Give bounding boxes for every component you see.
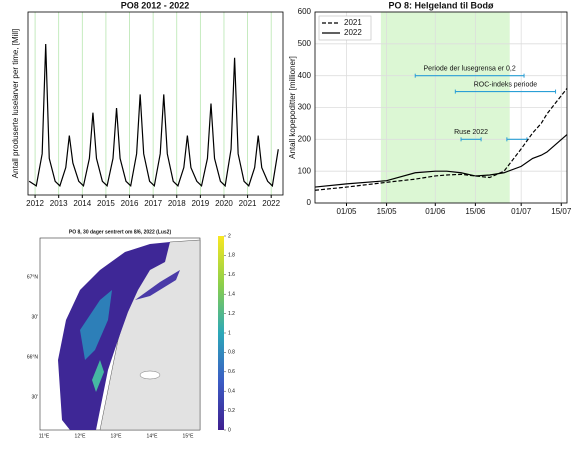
y-tick-label: 67°N [27,274,39,280]
x-tick-label: 2019 [191,199,209,208]
y-tick-label: 200 [298,134,312,143]
colorbar-tick-label: 0 [228,427,231,433]
x-tick-label: 01/07 [511,207,532,216]
annotation: Ruse 2022 [454,129,488,136]
colorbar-tick-label: 0.2 [228,408,235,414]
y-tick-label: 500 [298,39,312,48]
plume-high [92,360,104,392]
x-tick-label: 15/07 [551,207,572,216]
colorbar-tick-label: 2 [228,233,231,239]
annotation: Periode der lusegrensa er 0,2 [424,66,516,73]
y-tick-label: 66°N [27,354,39,360]
x-tick-label: 01/05 [336,207,357,216]
y-axis-label: Antall kopepoditter [millioner] [288,56,297,159]
x-tick-label: 2017 [144,199,162,208]
series-line [314,134,568,188]
colorbar-tick-label: 1.4 [228,292,235,298]
chart-title: PO 8, 30 dager sentrert om 8/6, 2022 (Lu… [69,229,172,235]
x-tick-label: 15/06 [465,207,486,216]
plot-frame [27,11,284,196]
x-tick-label: 15/05 [377,207,398,216]
legend-label: 2022 [344,28,362,37]
x-tick-label: 11°E [39,433,50,439]
x-tick-label: 2018 [168,199,186,208]
plume-high [80,290,112,360]
map-panel [39,236,224,431]
colorbar [218,236,224,430]
y-tick-label: 30' [31,314,38,320]
x-tick-label: 2021 [239,199,257,208]
plume [58,242,170,430]
legend-box [318,15,372,41]
y-axis-label: Antall produserte luselarver per time, [… [11,29,20,178]
x-tick-label: 12°E [75,433,87,439]
x-tick-label: 01/06 [425,207,446,216]
lake [139,370,161,380]
y-tick-label: 600 [298,7,312,16]
x-tick-label: 2016 [121,199,139,208]
x-tick-label: 2014 [73,199,91,208]
colorbar-tick-label: 1.2 [228,311,235,317]
colorbar-tick-label: 0.8 [228,350,235,356]
colorbar-tick-label: 0.4 [228,389,235,395]
x-tick-label: 2022 [262,199,280,208]
legend-label: 2021 [344,18,362,27]
y-tick-label: 30' [31,394,38,400]
colorbar-tick-label: 0.6 [228,369,235,375]
x-tick-label: 2020 [215,199,233,208]
colorbar-tick-label: 1.8 [228,253,235,259]
x-tick-label: 15°E [183,433,195,439]
plot-frame [314,11,568,204]
series-line [28,44,279,188]
chart-title: PO8 2012 - 2022 [121,0,190,10]
y-tick-label: 400 [298,71,312,80]
colorbar-tick-label: 1 [228,330,231,336]
y-tick-label: 100 [298,166,312,175]
x-tick-label: 14°E [147,433,159,439]
colorbar-tick-label: 1.6 [228,272,235,278]
x-tick-label: 2013 [50,199,68,208]
fjord [135,270,180,300]
annotation: ROC-indeks periode [474,81,538,88]
y-tick-label: 300 [298,103,312,112]
x-tick-label: 2012 [26,199,44,208]
x-tick-label: 13°E [111,433,123,439]
chart-title: PO 8: Helgeland til Bodø [388,0,494,10]
series-line [314,88,568,191]
y-tick-label: 0 [307,198,312,207]
x-tick-label: 2015 [97,199,115,208]
